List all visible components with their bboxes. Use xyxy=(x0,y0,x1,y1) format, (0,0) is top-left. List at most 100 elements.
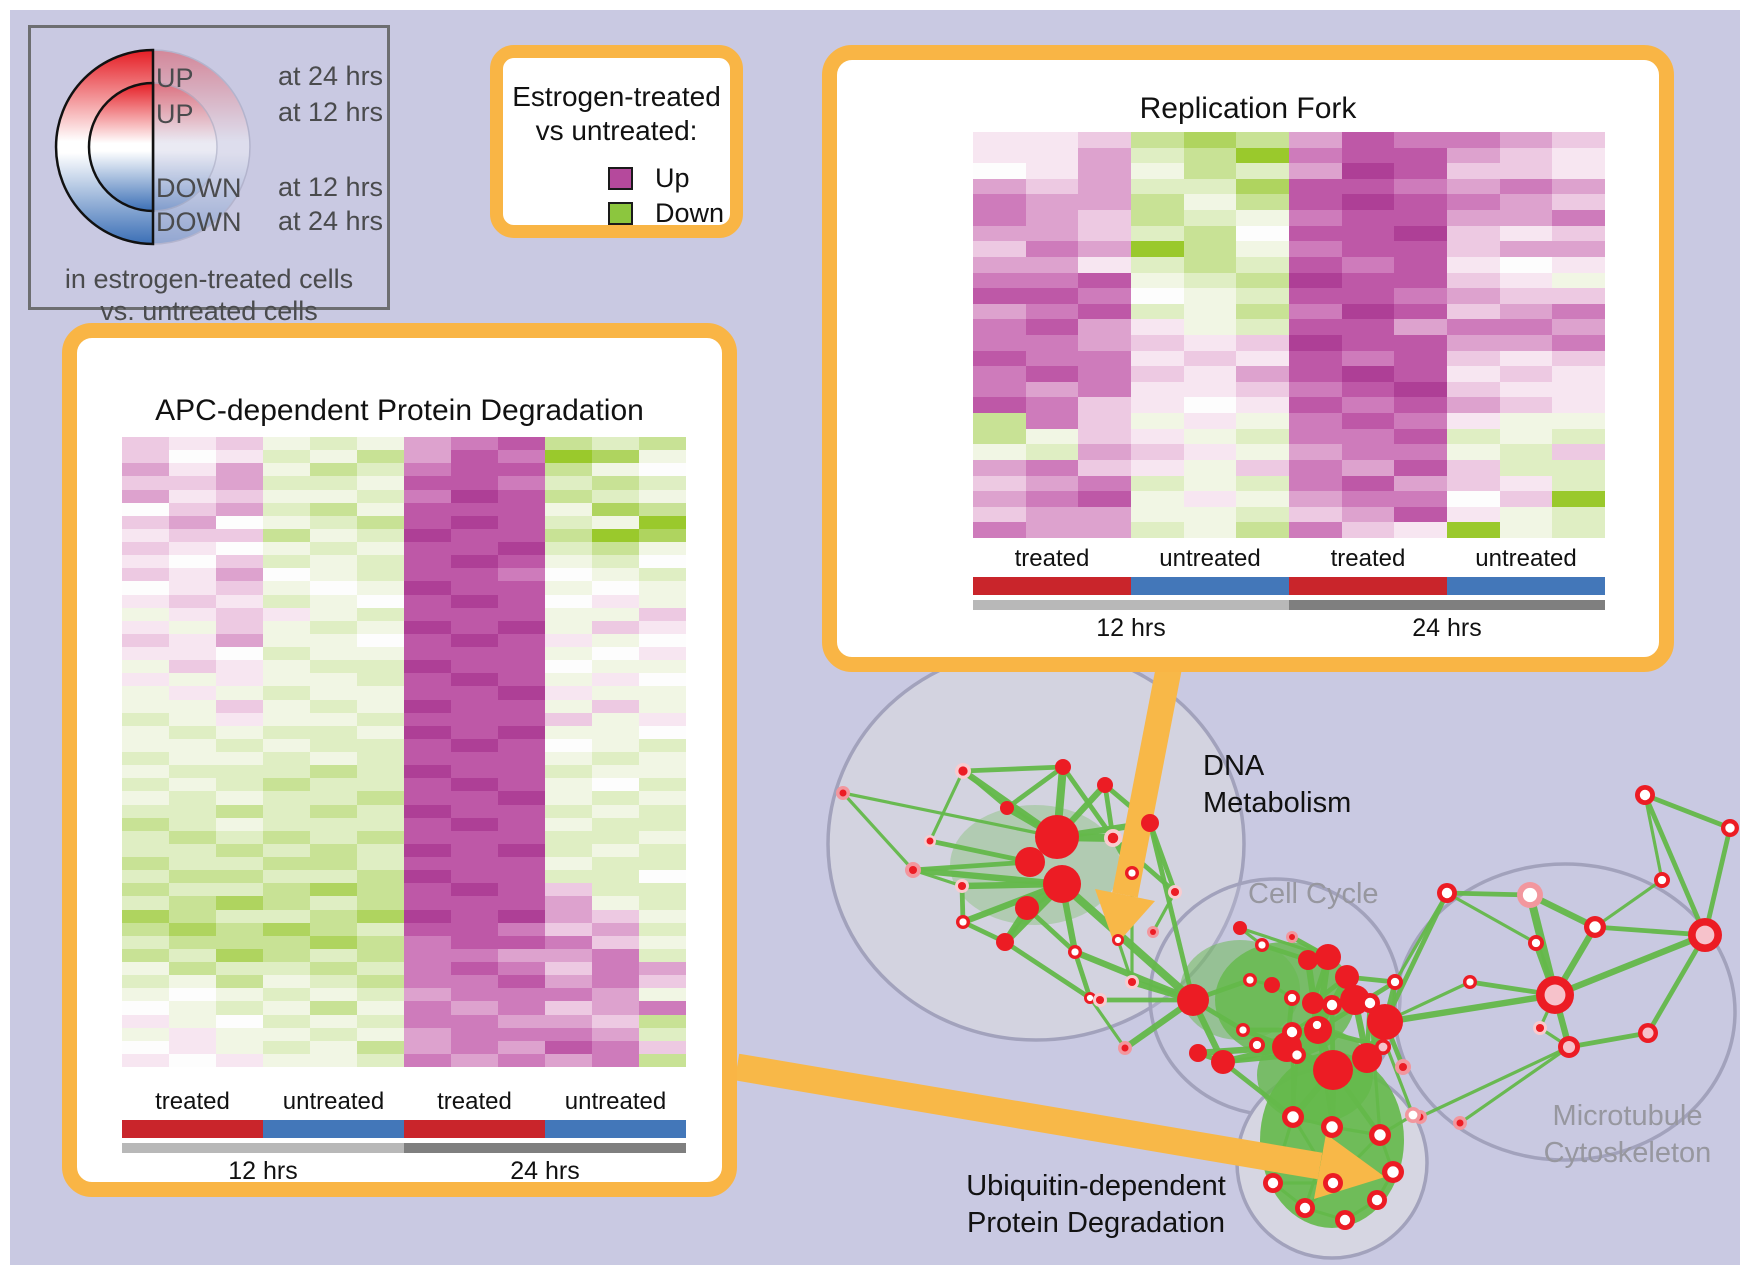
heatmap-cell xyxy=(310,975,357,989)
heatmap-cell xyxy=(1394,522,1447,538)
heatmap-cell xyxy=(1131,132,1184,148)
heatmap-cell xyxy=(1341,444,1395,460)
heatmap-cell xyxy=(1394,241,1447,257)
heatmap-cell xyxy=(216,568,263,582)
heatmap-cell xyxy=(169,1053,216,1067)
heatmap-cell xyxy=(169,778,216,792)
heatmap-cell xyxy=(639,725,686,739)
heatmap-cell xyxy=(1394,350,1447,367)
heatmap-cell xyxy=(263,896,310,910)
heatmap-cell xyxy=(1341,335,1395,351)
heatmap-cell xyxy=(592,1027,639,1041)
heatmap-cell xyxy=(310,752,357,766)
heatmap-cell xyxy=(1394,335,1447,351)
heatmap-cell xyxy=(1289,210,1342,226)
heatmap-cell xyxy=(498,1014,545,1028)
heatmap-cell xyxy=(1131,288,1184,304)
heatmap-cell xyxy=(973,444,1026,460)
heatmap-cell xyxy=(1289,256,1342,273)
heatmap-cell xyxy=(1447,256,1500,273)
heatmap-cell xyxy=(122,476,169,490)
network-node-donutW-center xyxy=(1312,1020,1322,1030)
heatmap-cell xyxy=(216,542,263,556)
heatmap-cell xyxy=(404,660,451,674)
heatmap-cell xyxy=(1025,366,1079,382)
heatmap-cell xyxy=(169,581,216,595)
heatmap-cell xyxy=(357,791,404,805)
wheel-time-24b: at 24 hrs xyxy=(278,206,384,236)
heatmap-cell xyxy=(169,450,216,464)
edge-density-blob xyxy=(1180,940,1300,1040)
heatmap-cell xyxy=(1078,319,1131,335)
down-color-swatch xyxy=(608,202,633,225)
heatmap-cell xyxy=(451,883,498,897)
network-edge xyxy=(1059,881,1196,1003)
heatmap-cell xyxy=(1552,397,1605,414)
arrow-to-dna-head xyxy=(1095,889,1155,946)
heatmap-cell xyxy=(1183,444,1237,460)
heatmap-cell xyxy=(451,712,498,726)
heatmap-cell xyxy=(1131,319,1184,335)
heatmap-cell xyxy=(1447,303,1500,320)
heatmap-cell xyxy=(122,817,169,831)
heatmap-cell xyxy=(1183,225,1237,242)
heatmap-cell xyxy=(451,870,498,884)
cluster-label-line: Cell Cycle xyxy=(1248,878,1379,910)
heatmap-cell xyxy=(545,581,592,595)
heatmap-cell xyxy=(357,752,404,766)
heatmap-cell xyxy=(639,896,686,910)
heatmap-cell xyxy=(498,476,545,490)
heatmap-cell xyxy=(310,1027,357,1041)
heatmap-cell xyxy=(973,397,1026,414)
heatmap-cell xyxy=(216,752,263,766)
heatmap-cell xyxy=(498,1040,545,1054)
heatmap-cell xyxy=(1341,319,1395,335)
heatmap-cell xyxy=(169,752,216,766)
heatmap-cell xyxy=(973,366,1026,382)
heatmap-cell xyxy=(498,922,545,936)
heatmap-cell xyxy=(404,555,451,569)
heatmap-cell xyxy=(1183,194,1237,211)
network-edge xyxy=(1419,1045,1570,1119)
heatmap-cell xyxy=(404,542,451,556)
estrogen-legend-title-line1: Estrogen-treated xyxy=(512,81,721,112)
heatmap-cell xyxy=(404,935,451,949)
heatmap-cell xyxy=(1289,444,1342,460)
heatmap-cell xyxy=(122,607,169,621)
heatmap-cell xyxy=(404,1001,451,1015)
heatmap-cell xyxy=(498,686,545,700)
heatmap-cell xyxy=(1183,335,1237,351)
heatmap-cell xyxy=(1394,381,1447,398)
heatmap-cell xyxy=(1289,335,1342,351)
heatmap-cell xyxy=(404,857,451,871)
heatmap-cell xyxy=(1394,459,1447,476)
heatmap-cell xyxy=(169,502,216,516)
heatmap-cell xyxy=(169,620,216,634)
heatmap-cell xyxy=(1236,397,1289,414)
replication-fork-heatmap xyxy=(973,132,1605,538)
heatmap-cell xyxy=(592,450,639,464)
heatmap-cell xyxy=(1289,522,1342,538)
heatmap-cell xyxy=(973,288,1026,304)
heatmap-cell xyxy=(592,857,639,871)
heatmap-cell xyxy=(310,463,357,477)
heatmap-cell xyxy=(169,633,216,647)
heatmap-cell xyxy=(1289,366,1342,382)
heatmap-cell xyxy=(122,883,169,897)
heatmap-cell xyxy=(498,502,545,516)
heatmap-cell xyxy=(1025,163,1079,179)
heatmap-cell xyxy=(216,437,263,451)
heatmap-cell xyxy=(1183,397,1237,414)
heatmap-cell xyxy=(1552,194,1605,211)
heatmap-cell xyxy=(639,765,686,779)
group-color-bar xyxy=(122,1120,686,1138)
heatmap-cell xyxy=(498,1053,545,1067)
heatmap-cell xyxy=(263,1014,310,1028)
network-node-solid xyxy=(1043,865,1081,903)
heatmap-cell xyxy=(1025,475,1079,492)
heatmap-cell xyxy=(639,791,686,805)
heatmap-cell xyxy=(1552,241,1605,257)
network-node-halo-center xyxy=(1170,887,1180,897)
network-node-paleDonut-center xyxy=(1408,1110,1418,1120)
heatmap-cell xyxy=(592,988,639,1002)
